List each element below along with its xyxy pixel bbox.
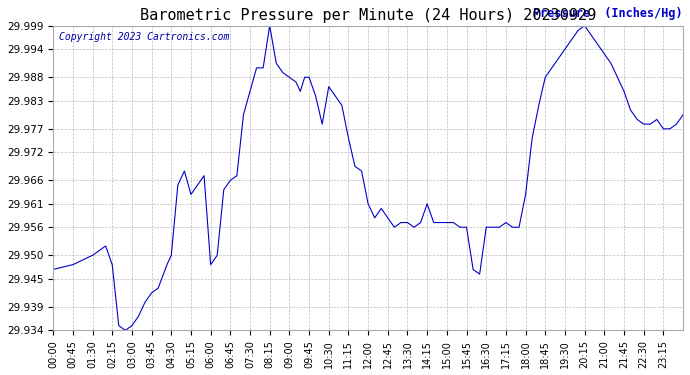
Text: Pressure  (Inches/Hg): Pressure (Inches/Hg) — [533, 7, 683, 20]
Title: Barometric Pressure per Minute (24 Hours) 20230929: Barometric Pressure per Minute (24 Hours… — [140, 8, 596, 23]
Text: Copyright 2023 Cartronics.com: Copyright 2023 Cartronics.com — [59, 32, 230, 42]
